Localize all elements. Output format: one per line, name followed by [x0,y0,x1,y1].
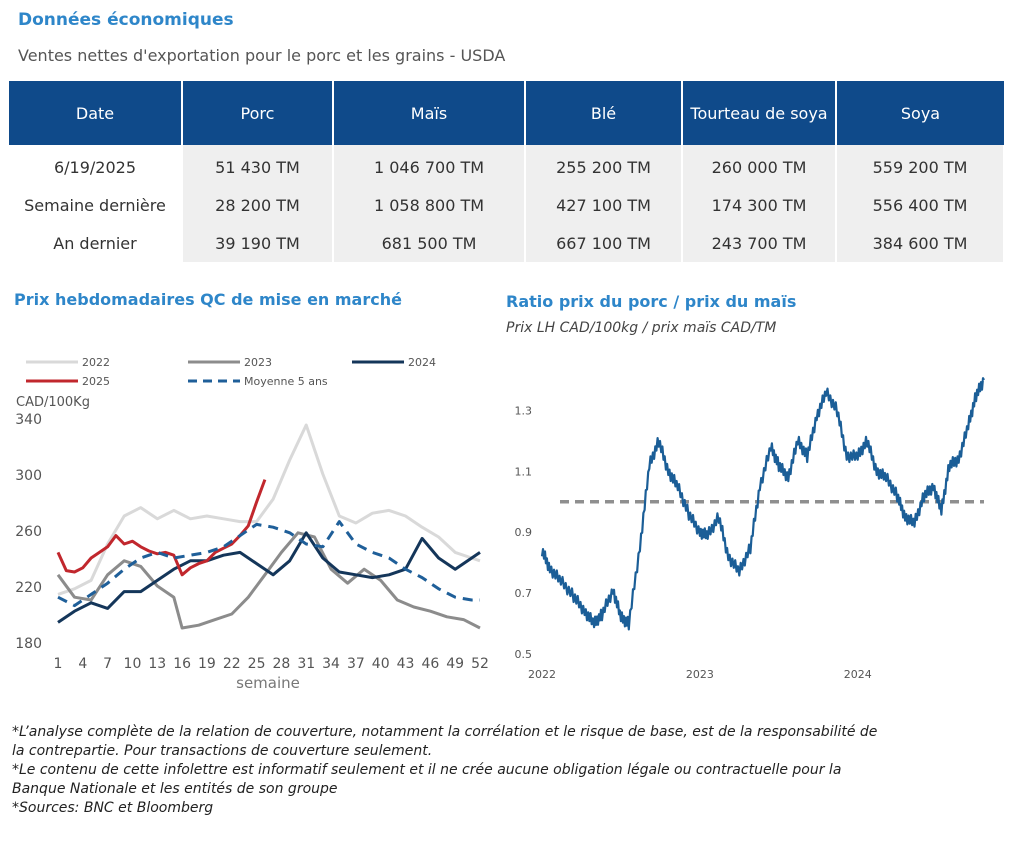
footnote: *L’analyse complète de la relation de co… [12,724,878,759]
column-header-porc: Porc [182,81,334,145]
x-tick-label: 49 [446,656,464,672]
series-line [540,377,985,631]
series-line [56,531,481,630]
x-tick-label: 2023 [686,668,714,681]
y-axis-label: CAD/100Kg [16,395,90,410]
table-cell: 39 190 TM [182,224,334,262]
y-tick-label: 220 [15,580,42,596]
legend-label: 2022 [82,356,110,369]
y-tick-label: 260 [15,524,42,540]
column-header-date: Date [9,81,183,145]
y-tick-label: 0.7 [515,587,533,600]
y-tick-label: 0.9 [515,526,533,539]
x-tick-label: 7 [103,656,112,672]
column-header-soya: Soya [836,81,1004,145]
table-cell: 243 700 TM [682,224,837,262]
table-cell: 1 046 700 TM [333,145,526,186]
ratio-chart: 0.5 0.7 0.9 1.1 1.3 2022 2023 2024 [515,377,985,681]
y-tick-label: 340 [15,412,42,428]
x-tick-label: 43 [397,656,415,672]
column-header-mais: Maïs [333,81,526,145]
x-tick-label: 13 [148,656,166,672]
legend-label: 2024 [408,356,436,369]
x-tick-label: 10 [124,656,142,672]
footnote: *Le contenu de cette infolettre est info… [12,762,842,797]
x-tick-label: 2024 [844,668,872,681]
table-row: An dernier 39 190 TM 681 500 TM 667 100 … [9,224,1005,262]
weekly-prices-chart-title: Prix hebdomadaires QC de mise en marché [14,290,402,309]
table-cell: 556 400 TM [836,186,1005,224]
x-tick-label: 25 [248,656,266,672]
footnote: *Sources: BNC et Bloomberg [12,800,214,816]
x-tick-label: 16 [173,656,191,672]
x-tick-label: 28 [272,656,290,672]
ratio-chart-subtitle: Prix LH CAD/100kg / prix maïs CAD/TM [506,320,777,336]
series-line [57,423,481,596]
column-header-tourteau: Tourteau de soya [682,81,837,145]
legend-label: Moyenne 5 ans [244,375,328,388]
table-cell: 260 000 TM [682,145,837,186]
table-cell: 427 100 TM [525,186,683,224]
table-cell: 681 500 TM [333,224,526,262]
table-cell-date: Semaine dernière [9,186,183,224]
section-title: Données économiques [18,10,234,30]
x-tick-label: 37 [347,656,365,672]
series-line [57,520,480,608]
x-tick-label: 19 [198,656,216,672]
table-cell-date: 6/19/2025 [9,145,183,186]
x-tick-label: 2022 [528,668,556,681]
table-row: Semaine dernière 28 200 TM 1 058 800 TM … [9,186,1005,224]
x-tick-label: 40 [372,656,390,672]
table-row: 6/19/2025 51 430 TM 1 046 700 TM 255 200… [9,145,1005,186]
x-tick-label: 34 [322,656,340,672]
export-sales-table: Date Porc Maïs Blé Tourteau de soya Soya… [9,81,1005,262]
table-cell: 255 200 TM [525,145,683,186]
table-cell: 384 600 TM [836,224,1005,262]
y-tick-label: 0.5 [515,648,533,661]
footnotes: *L’analyse complète de la relation de co… [12,723,892,818]
table-cell: 667 100 TM [525,224,683,262]
table-cell: 28 200 TM [182,186,334,224]
series-line [57,531,481,624]
y-tick-label: 1.1 [515,465,533,478]
column-header-ble: Blé [525,81,683,145]
table-cell: 1 058 800 TM [333,186,526,224]
chart-legend: 2022 2023 2024 2025 Moyenne 5 ans [26,356,436,388]
x-axis-label: semaine [236,674,300,692]
x-tick-label: 22 [223,656,241,672]
table-cell: 174 300 TM [682,186,837,224]
table-cell: 559 200 TM [836,145,1005,186]
y-tick-label: 180 [15,636,42,652]
series-line [56,479,267,577]
legend-label: 2023 [244,356,272,369]
y-tick-label: 300 [15,468,42,484]
x-tick-label: 46 [421,656,439,672]
y-tick-label: 1.3 [515,404,533,417]
section-subtitle: Ventes nettes d'exportation pour le porc… [18,46,506,65]
x-tick-label: 52 [471,656,489,672]
x-tick-label: 4 [78,656,87,672]
table-cell-date: An dernier [9,224,183,262]
ratio-chart-title: Ratio prix du porc / prix du maïs [506,292,797,311]
x-tick-label: 31 [297,656,315,672]
legend-label: 2025 [82,375,110,388]
x-tick-label: 1 [54,656,63,672]
table-cell: 51 430 TM [182,145,334,186]
table-header-row: Date Porc Maïs Blé Tourteau de soya Soya [9,81,1004,145]
